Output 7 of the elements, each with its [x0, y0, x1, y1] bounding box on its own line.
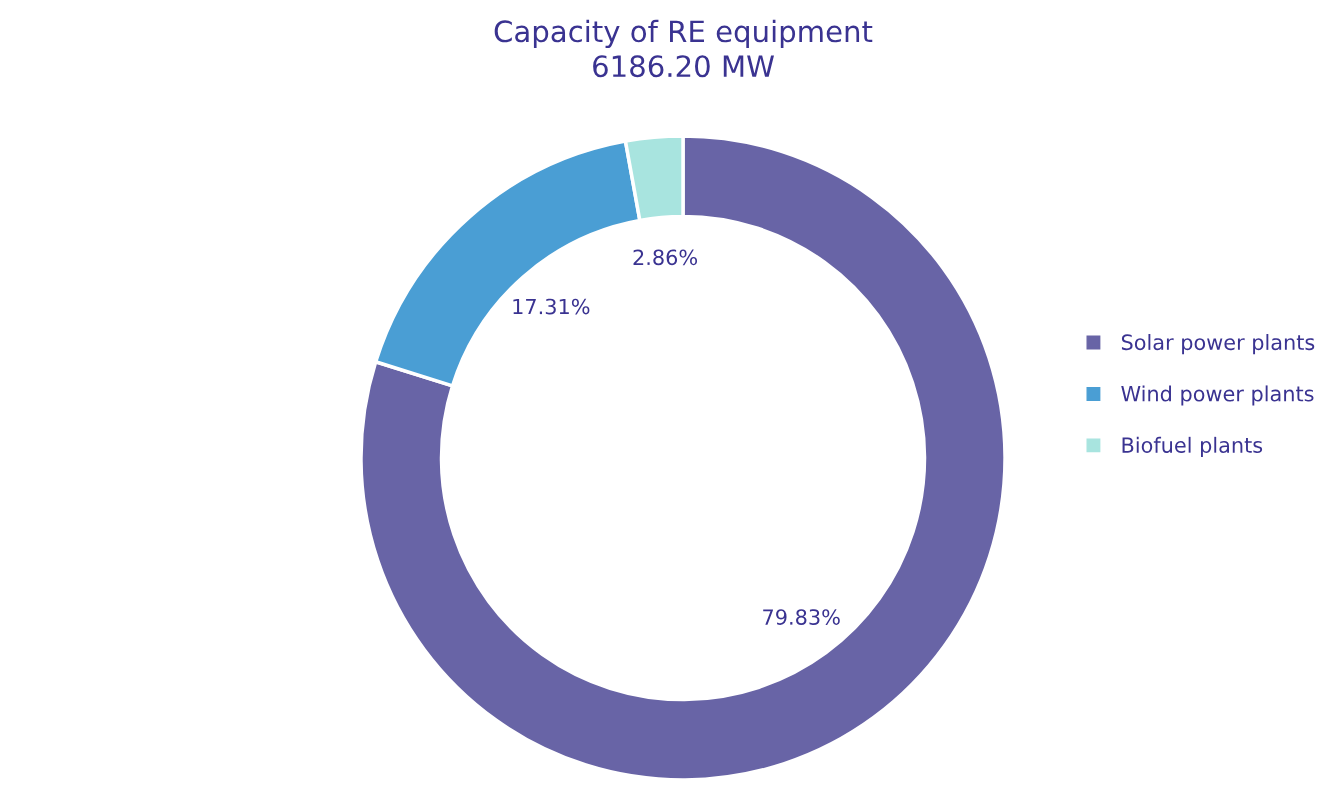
legend-label: Solar power plants [1121, 334, 1315, 355]
chart-title: Capacity of RE equipment 6186.20 MW [494, 19, 873, 78]
data-label: 79.83% [763, 609, 840, 625]
legend-label: Wind power plants [1121, 385, 1314, 406]
data-label: 2.86% [633, 249, 698, 266]
legend-label: Biofuel plants [1122, 436, 1263, 457]
data-label: 17.31% [513, 298, 590, 315]
